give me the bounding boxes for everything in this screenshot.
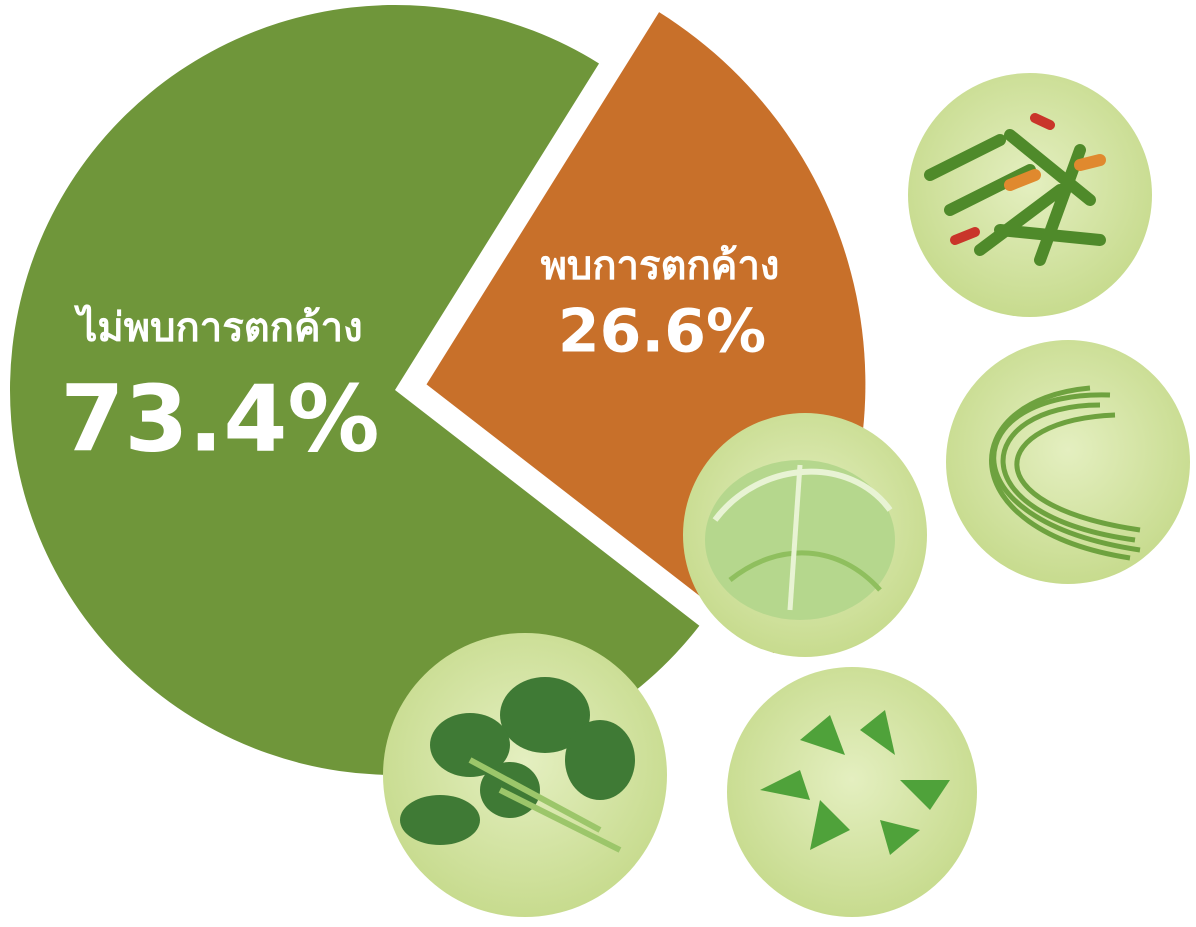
pie-slice [10,4,700,775]
long-bean-image [946,340,1190,584]
morning-glory-image [727,667,977,917]
slice-category-label: ไม่พบการตกค้าง [73,304,362,351]
slice-value-label: 73.4% [60,365,379,472]
slice-category-label: พบการตกค้าง [541,243,780,289]
chili-image [908,73,1152,317]
cabbage-image [683,413,927,657]
kale-image [383,633,667,917]
slice-value-label: 26.6% [558,297,766,367]
pie-labels: ไม่พบการตกค้าง 73.4% พบการตกค้าง 26.6% [60,243,779,472]
vegetable-images [383,73,1190,917]
